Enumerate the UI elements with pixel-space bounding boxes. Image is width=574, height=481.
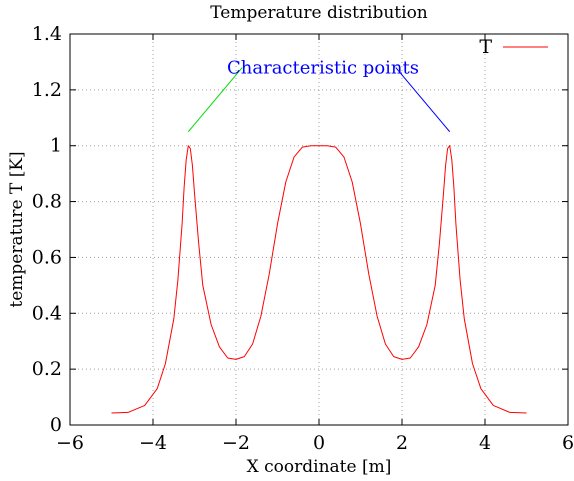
- legend: T: [479, 36, 548, 58]
- y-tick-label: 0.6: [32, 246, 62, 268]
- y-tick-label: 1.2: [32, 79, 62, 101]
- axis-ticks: −6 −4 −2 0 2 4 6 0 0.2 0.4 0.6 0.8 1 1.2 1.4: [32, 23, 574, 454]
- y-tick-label: 0: [50, 414, 62, 436]
- x-tick-label: −6: [56, 432, 84, 454]
- y-tick-label: 0.8: [32, 191, 62, 213]
- y-axis-title: temperature T [K]: [7, 151, 27, 307]
- x-axis-title: X coordinate [m]: [247, 457, 392, 477]
- x-tick-label: −2: [222, 432, 250, 454]
- series-line-temperature: [111, 145, 527, 414]
- annotation-arrow: [187, 67, 243, 133]
- x-tick-label: 2: [396, 432, 408, 454]
- chart-title: Temperature distribution: [210, 3, 428, 23]
- annotation-characteristic-points: Characteristic points: [227, 58, 419, 79]
- x-tick-label: 4: [479, 432, 491, 454]
- y-tick-label: 0.2: [32, 358, 62, 380]
- grid: [70, 34, 568, 425]
- y-tick-label: 1: [50, 135, 62, 157]
- y-tick-label: 0.4: [32, 302, 62, 324]
- annotation-arrows: [187, 67, 451, 133]
- y-tick-label: 1.4: [32, 23, 62, 45]
- x-tick-label: −4: [139, 432, 167, 454]
- x-tick-label: 0: [313, 432, 325, 454]
- annotation-arrow: [395, 67, 451, 133]
- series-layer: [111, 145, 527, 414]
- legend-label: T: [479, 36, 492, 58]
- x-tick-label: 6: [562, 432, 574, 454]
